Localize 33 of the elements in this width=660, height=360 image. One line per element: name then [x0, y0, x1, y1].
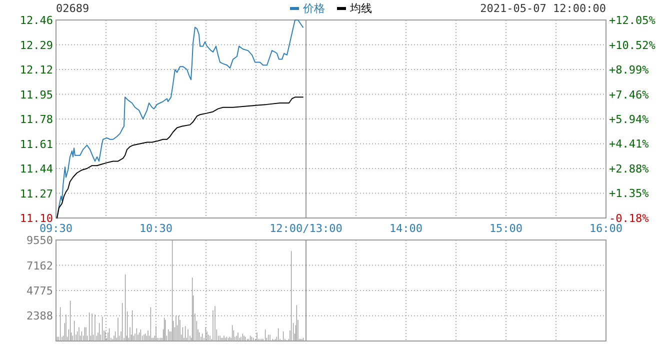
- y2-tick-label: +10.52%: [609, 38, 656, 52]
- y2-tick-label: +4.41%: [609, 138, 650, 151]
- line-series: [56, 96, 304, 218]
- y-tick-label: 12.29: [20, 38, 53, 52]
- y-tick-label: 11.44: [20, 162, 54, 176]
- y2-tick-label: -0.18%: [609, 212, 650, 225]
- y2-tick-label: +2.88%: [609, 162, 650, 176]
- y-tick-label: 9550: [26, 234, 53, 247]
- chart-title: 02689: [56, 2, 90, 15]
- text: 2021-05-07 12:00:00: [480, 2, 606, 15]
- x-tick-label: 15:00: [489, 222, 523, 235]
- y-tick-label: 12.12: [20, 64, 53, 76]
- y-tick-label: 4775: [26, 284, 53, 298]
- y2-tick-label: +5.94%: [609, 112, 650, 126]
- x-tick-label: 09:30: [39, 222, 73, 235]
- y-tick-label: 2388: [26, 310, 53, 323]
- legend-label: 价格: [302, 2, 325, 15]
- y-tick-label: 11.10: [20, 212, 53, 225]
- y-tick-label: 11.61: [20, 138, 53, 151]
- y-tick-label: 7162: [26, 259, 53, 272]
- y2-tick-label: +8.99%: [609, 64, 650, 77]
- x-tick-label: 14:00: [389, 222, 423, 235]
- x-tick-label: 16:00: [589, 222, 623, 235]
- y-tick-label: 12.46: [20, 14, 53, 27]
- y2-tick-label: +7.46%: [609, 88, 650, 102]
- y2-tick-label: +12.05%: [609, 14, 656, 27]
- y-tick-label: 11.78: [20, 113, 53, 126]
- x-tick-label: 10:30: [139, 222, 173, 235]
- x-tick-label: 12:00/13:00: [270, 222, 342, 235]
- y2-tick-label: +1.35%: [609, 187, 650, 200]
- y-tick-label: 11.27: [20, 187, 53, 200]
- legend-label: 均线: [349, 2, 372, 15]
- y-tick-label: 11.95: [20, 88, 53, 102]
